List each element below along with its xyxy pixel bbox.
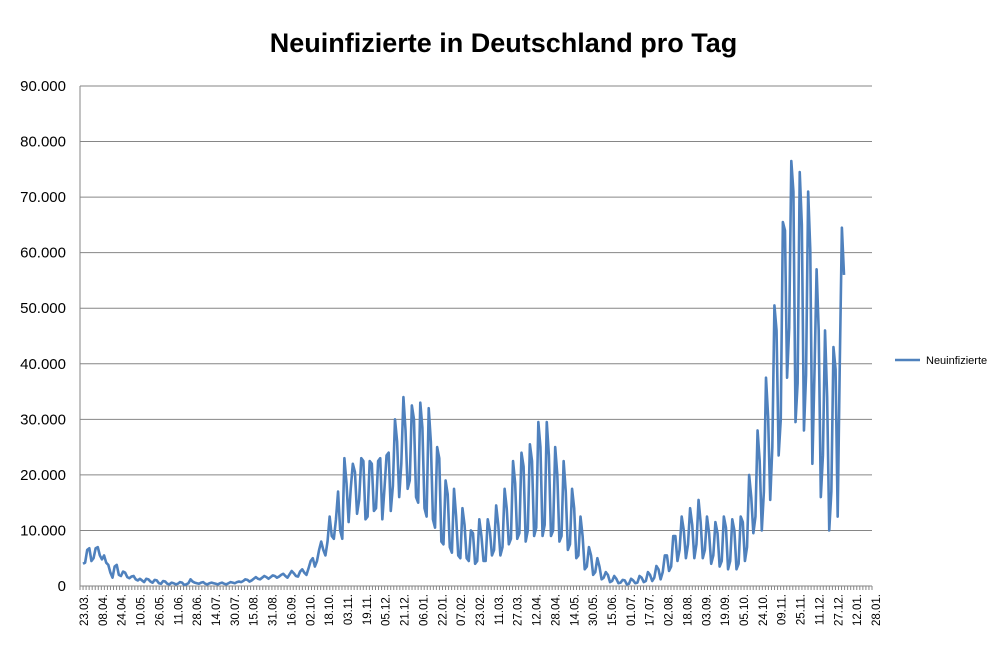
x-tick-label: 28.04. <box>550 594 562 626</box>
y-tick-label: 70.000 <box>20 189 66 206</box>
x-tick-label: 15.08. <box>249 594 261 626</box>
x-tick-label: 18.10. <box>324 594 336 626</box>
y-tick-label: 0 <box>58 578 66 595</box>
x-tick-label: 19.09. <box>720 594 732 626</box>
x-tick-label: 02.10. <box>305 594 317 626</box>
x-axis-ticks: 23.03. 08.04. 24.04. 10.05. 26.05. 11.06. 28.0… <box>79 594 883 626</box>
x-tick-label: 19.11. <box>362 594 374 625</box>
x-tick-label: 03.09. <box>701 594 713 626</box>
x-tick-label: 23.02. <box>475 594 487 626</box>
x-tick-label: 11.03. <box>494 594 506 625</box>
x-tick-label: 12.01. <box>852 594 864 626</box>
legend-label: Neuinfizierte <box>926 355 987 367</box>
x-tick-label: 05.12. <box>381 594 393 626</box>
x-tick-label: 16.09. <box>286 594 298 626</box>
y-tick-label: 40.000 <box>20 356 66 373</box>
x-tick-label: 24.04. <box>117 594 129 626</box>
x-tick-label: 14.07. <box>211 594 223 626</box>
y-axis-ticks: 0 10.000 20.000 30.000 40.000 50.000 60.000 70.… <box>20 78 66 595</box>
x-tick-label: 07.02. <box>456 594 468 626</box>
x-tick-label: 05.10. <box>739 594 751 626</box>
x-tick-label: 21.12. <box>400 594 412 626</box>
axes <box>79 86 873 590</box>
y-tick-label: 20.000 <box>20 467 66 484</box>
x-tick-label: 26.05. <box>154 594 166 626</box>
series-line-0 <box>82 159 846 587</box>
x-tick-label: 27.03. <box>513 594 525 626</box>
x-tick-label: 15.06. <box>607 594 619 626</box>
x-tick-label: 23.03. <box>79 594 91 626</box>
x-tick-label: 30.07. <box>230 594 242 626</box>
x-tick-label: 11.12. <box>814 594 826 625</box>
x-tick-label: 25.11. <box>796 594 808 625</box>
x-tick-label: 24.10. <box>758 594 770 626</box>
x-tick-label: 12.04. <box>532 594 544 626</box>
x-tick-label: 14.05. <box>569 594 581 626</box>
legend: Neuinfizierte <box>895 355 987 367</box>
y-tick-label: 50.000 <box>20 300 66 317</box>
x-tick-label: 03.11. <box>343 594 355 625</box>
x-tick-label: 18.08. <box>682 594 694 626</box>
gridlines <box>80 85 872 531</box>
x-tick-label: 09.11. <box>777 594 789 625</box>
x-tick-label: 30.05. <box>588 594 600 626</box>
x-tick-label: 01.07. <box>626 594 638 626</box>
x-tick-label: 31.08. <box>268 594 280 626</box>
x-tick-label: 27.12. <box>833 594 845 626</box>
x-tick-label: 08.04. <box>98 594 110 626</box>
y-tick-label: 90.000 <box>20 78 66 95</box>
x-tick-label: 06.01. <box>418 594 430 626</box>
x-tick-label: 02.08. <box>664 594 676 626</box>
y-tick-label: 60.000 <box>20 245 66 262</box>
x-tick-label: 11.06. <box>173 594 185 625</box>
x-tick-label: 28.01. <box>871 594 883 626</box>
x-tick-label: 10.05. <box>136 594 148 626</box>
x-tick-label: 28.06. <box>192 594 204 626</box>
chart-title: Neuinfizierte in Deutschland pro Tag <box>269 28 738 58</box>
y-tick-label: 30.000 <box>20 411 66 428</box>
x-tick-label: 22.01. <box>437 594 449 626</box>
y-tick-label: 10.000 <box>20 522 66 539</box>
x-tick-label: 17.07. <box>645 594 657 626</box>
series-layer <box>82 159 846 587</box>
y-tick-label: 80.000 <box>20 134 66 151</box>
